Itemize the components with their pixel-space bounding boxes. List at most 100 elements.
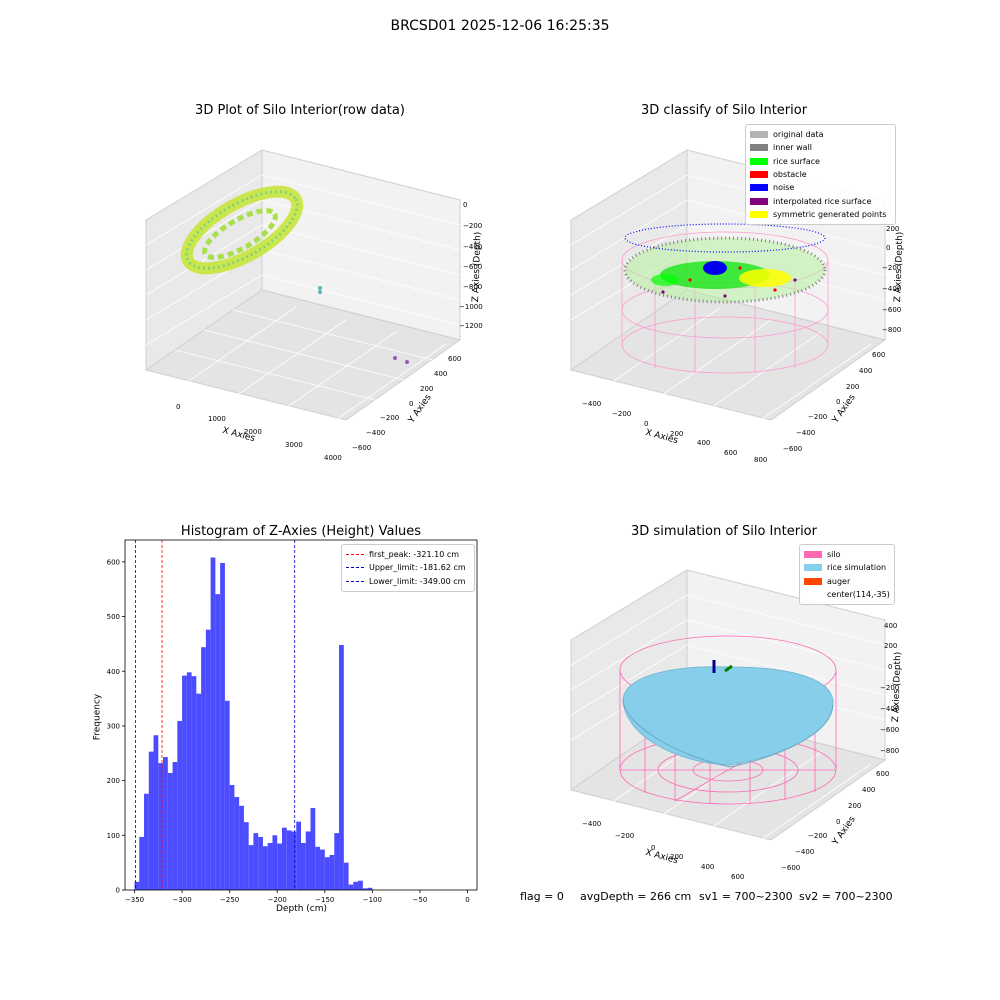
y-tick: −200 — [380, 414, 400, 422]
x-tick-label: −350 — [125, 896, 144, 904]
legend-item: inner wall — [750, 141, 891, 154]
x-tick: 400 — [697, 439, 711, 447]
histogram-bar — [167, 772, 173, 890]
y-tick: 0 — [836, 398, 841, 406]
histogram-bars — [134, 557, 373, 890]
legend-swatch — [750, 197, 768, 205]
legend-swatch — [750, 171, 768, 179]
legend-label: Upper_limit: -181.62 cm — [369, 563, 466, 573]
legend-label: interpolated rice surface — [773, 196, 872, 206]
raw-point — [393, 356, 397, 360]
histogram-bar — [220, 562, 225, 890]
histogram-y-ticks: 0 100 200 300 400 500 600 — [107, 558, 125, 895]
y-tick: 400 — [862, 786, 876, 794]
x-tick-label: −150 — [315, 896, 334, 904]
x-tick-label: −50 — [413, 896, 428, 904]
z-tick: −600 — [880, 726, 900, 734]
y-tick: −200 — [808, 413, 828, 421]
histogram-bar — [239, 805, 244, 890]
histogram-bar — [320, 849, 325, 890]
simulation-legend: silo rice simulation auger center(114,-3… — [799, 544, 895, 606]
z-tick: −600 — [463, 263, 483, 271]
histogram-reference-lines — [135, 540, 296, 890]
legend-item: obstacle — [750, 168, 891, 181]
histogram-bar — [358, 880, 363, 890]
histogram-bar — [310, 807, 316, 890]
legend-label: rice surface — [773, 156, 820, 166]
z-tick: −200 — [882, 264, 902, 272]
histogram-bar — [281, 827, 287, 890]
legend-swatch — [804, 577, 822, 585]
z-tick: 400 — [884, 622, 898, 630]
y-axis-label: Frequency — [92, 693, 103, 741]
histogram-bar — [172, 762, 178, 890]
legend-label: original data — [773, 130, 824, 140]
legend-label: inner wall — [773, 143, 813, 153]
histogram-bar — [177, 721, 183, 890]
histogram-bar — [153, 735, 159, 890]
rice-simulation-surface — [622, 666, 834, 768]
histogram-bar — [315, 846, 321, 890]
z-tick: −800 — [463, 283, 483, 291]
y-tick: 200 — [420, 385, 434, 393]
legend-swatch — [750, 157, 768, 165]
x-tick: 0 — [176, 403, 181, 411]
x-tick: 200 — [670, 853, 684, 861]
histogram-bar — [258, 836, 263, 890]
x-tick-label: −100 — [363, 896, 382, 904]
y-tick: −400 — [795, 848, 815, 856]
y-tick: −200 — [808, 832, 828, 840]
y-tick: 0 — [836, 818, 841, 826]
y-tick: −600 — [352, 444, 372, 452]
figure-title: BRCSD01 2025-12-06 16:25:35 — [390, 18, 610, 34]
histogram-bar — [229, 785, 235, 890]
histogram-bar — [248, 845, 254, 890]
histogram-bar — [234, 797, 240, 890]
legend-label: rice simulation — [827, 563, 887, 573]
z-tick: 200 — [886, 225, 900, 233]
z-tick: 0 — [888, 663, 893, 671]
y-tick-label: 600 — [107, 558, 120, 566]
legend-label: obstacle — [773, 170, 807, 180]
legend-item: first_peak: -321.10 cm — [346, 548, 470, 561]
y-tick: 400 — [434, 370, 448, 378]
x-tick: 600 — [731, 873, 745, 881]
center-marker — [724, 664, 733, 673]
histogram-bar — [324, 857, 330, 890]
z-tick: −200 — [463, 222, 483, 230]
legend-label: noise — [773, 183, 795, 193]
histogram-bar — [329, 855, 335, 890]
y-tick-label: 300 — [107, 722, 120, 730]
classified-surface — [623, 223, 827, 304]
histogram-bar — [272, 835, 278, 890]
z-tick: −400 — [463, 243, 483, 251]
histogram-bar — [158, 763, 164, 890]
x-tick: 600 — [724, 449, 738, 457]
legend-item: center(114,-35) — [804, 588, 890, 601]
histogram-bar — [277, 843, 282, 890]
legend-item: interpolated rice surface — [750, 194, 891, 207]
histogram-bar — [348, 884, 354, 890]
histogram-bar — [186, 672, 192, 890]
histogram-bar — [182, 675, 187, 890]
y-tick: 600 — [876, 770, 890, 778]
legend-swatch — [750, 210, 768, 218]
y-tick-label: 0 — [116, 887, 120, 895]
legend-item: rice surface — [750, 155, 891, 168]
z-tick: −1200 — [459, 322, 483, 330]
z-tick: 200 — [884, 642, 898, 650]
x-tick: −200 — [615, 832, 635, 840]
histogram-bar — [139, 836, 145, 890]
x-tick-label: −250 — [220, 896, 239, 904]
sv2-status: sv2 = 700~2300 — [799, 890, 893, 903]
classify-legend: original data inner wall rice surface ob… — [745, 124, 896, 226]
legend-swatch — [750, 144, 768, 152]
histogram-bar — [286, 830, 292, 890]
y-tick: 200 — [846, 383, 860, 391]
y-tick-label: 100 — [107, 832, 120, 840]
x-tick: 200 — [670, 430, 684, 438]
histogram-chart: −350 −300 −250 −200 −150 −100 −50 0 0 100 200 300 4… — [107, 539, 478, 904]
legend-label: silo — [827, 550, 841, 560]
y-tick: 400 — [859, 367, 873, 375]
histogram-bar — [291, 831, 297, 890]
